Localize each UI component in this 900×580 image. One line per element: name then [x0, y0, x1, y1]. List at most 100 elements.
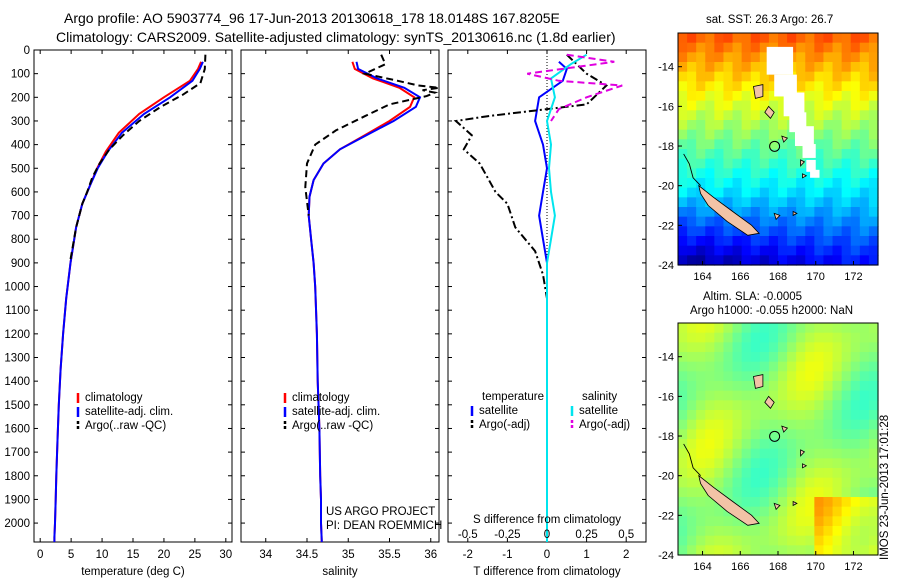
- map-cell: [796, 458, 806, 469]
- map-cell: [723, 129, 734, 140]
- map-cell: [859, 216, 870, 227]
- map-cell: [687, 216, 697, 227]
- map-cell: [841, 207, 852, 218]
- map-cell: [850, 361, 861, 372]
- map-cell: [696, 91, 706, 102]
- map-cell: [732, 371, 743, 382]
- map-cell: [796, 168, 806, 179]
- map-cell: [805, 400, 815, 411]
- map-cell: [741, 352, 752, 363]
- map-cell: [850, 110, 861, 121]
- map-cell: [796, 71, 806, 82]
- map-cell: [796, 400, 806, 411]
- map-cell: [859, 332, 870, 343]
- map-cell: [805, 535, 815, 546]
- map-cell: [678, 361, 688, 372]
- map-cell: [850, 323, 861, 334]
- map-cell: [796, 62, 806, 73]
- map-cell: [868, 129, 879, 140]
- map-cell: [814, 226, 825, 237]
- map-cell: [714, 62, 725, 73]
- map-cell: [859, 178, 870, 189]
- map-cell: [759, 371, 770, 382]
- map-cell: [759, 158, 770, 169]
- map-cell: [859, 497, 870, 508]
- map-cell: [678, 381, 688, 392]
- map-cell: [723, 371, 734, 382]
- map-cell: [787, 516, 797, 527]
- map-cell: [841, 458, 852, 469]
- map-cell: [850, 545, 861, 556]
- series-s-argo: [526, 53, 623, 122]
- map-cell: [859, 477, 870, 488]
- map-cell: [678, 419, 688, 430]
- map-cell: [723, 439, 734, 450]
- map-cell: [678, 342, 688, 353]
- map-cell: [778, 178, 788, 189]
- map-cell: [705, 468, 715, 479]
- map-cell: [814, 439, 825, 450]
- map-cell: [859, 139, 870, 150]
- map-cell: [714, 168, 725, 179]
- map-cell: [705, 323, 715, 334]
- map-cell: [714, 226, 725, 237]
- map-cell: [868, 410, 879, 421]
- map-cell: [850, 458, 861, 469]
- map-cell: [696, 81, 706, 92]
- map-cell: [868, 187, 879, 198]
- map-cell: [814, 400, 825, 411]
- map-cell: [850, 352, 861, 363]
- map-cell: [687, 497, 697, 508]
- map-cell: [678, 497, 688, 508]
- map-cell: [841, 323, 852, 334]
- map-cell: [868, 62, 879, 73]
- map-cell: [705, 81, 715, 92]
- map-cell: [732, 245, 743, 256]
- map-cell: [678, 448, 688, 459]
- map-cell: [705, 168, 715, 179]
- map-cell: [841, 129, 852, 140]
- map-cell: [723, 410, 734, 421]
- map-cell: [823, 158, 834, 169]
- map-cell: [741, 91, 752, 102]
- map-cell: [850, 429, 861, 440]
- map-cell: [732, 361, 743, 372]
- map-cell: [814, 419, 825, 430]
- map-cell: [832, 342, 843, 353]
- map-cell: [778, 497, 788, 508]
- map-cell: [805, 120, 815, 131]
- map-y-tick-label: -22: [658, 510, 674, 522]
- map-cell: [832, 323, 843, 334]
- map-cell: [705, 129, 715, 140]
- map-cell: [687, 120, 697, 131]
- map-cell: [832, 506, 843, 517]
- x-tick-label-salinity: 0.25: [575, 529, 597, 541]
- map-cell: [868, 516, 879, 527]
- map-cell: [678, 410, 688, 421]
- map-cell: [687, 91, 697, 102]
- map-cell: [778, 477, 788, 488]
- map-cell: [787, 448, 797, 459]
- map-cell: [741, 410, 752, 421]
- map-cell: [823, 410, 834, 421]
- map-cell: [805, 458, 815, 469]
- map-cell: [768, 139, 779, 150]
- map-cell: [868, 71, 879, 82]
- map-top-title: sat. SST: 26.3 Argo: 26.7: [706, 14, 834, 26]
- map-cell: [778, 129, 788, 140]
- map-cell: [723, 158, 734, 169]
- map-cell: [823, 429, 834, 440]
- map-cell: [796, 419, 806, 430]
- map-cell: [678, 110, 688, 121]
- float-location-marker: [769, 430, 781, 442]
- map-cell: [868, 390, 879, 401]
- panel-temperature-profile: [33, 49, 233, 543]
- map-cell: [678, 149, 688, 160]
- map-cell: [741, 371, 752, 382]
- map-cell: [705, 236, 715, 247]
- map-cell: [696, 62, 706, 73]
- map-cell: [823, 71, 834, 82]
- map-cell: [741, 419, 752, 430]
- cloud-mask: [794, 126, 814, 147]
- map-cell: [814, 245, 825, 256]
